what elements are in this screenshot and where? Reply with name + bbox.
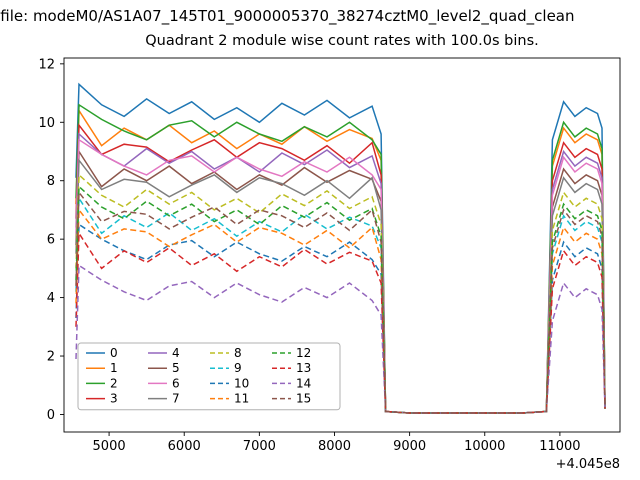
legend-label-2: 2 xyxy=(110,376,118,390)
legend-label-9: 9 xyxy=(234,361,242,375)
series-line-4 xyxy=(75,132,606,414)
legend-label-14: 14 xyxy=(296,376,311,390)
y-tick-label: 0 xyxy=(47,408,55,423)
axes-frame xyxy=(63,57,621,433)
y-tick-label: 6 xyxy=(47,233,55,248)
legend-label-11: 11 xyxy=(234,392,249,406)
series-line-14 xyxy=(75,264,606,414)
y-tick-label: 12 xyxy=(38,57,55,72)
series-line-3 xyxy=(75,123,606,414)
y-tick-label: 10 xyxy=(38,116,55,131)
legend-label-6: 6 xyxy=(172,376,180,390)
legend-label-10: 10 xyxy=(234,376,249,390)
series-line-6 xyxy=(75,138,606,414)
x-axis-offset-label: +4.045e8 xyxy=(556,457,620,472)
legend-label-12: 12 xyxy=(296,346,311,360)
chart-title: Quadrant 2 module wise count rates with … xyxy=(145,33,539,49)
legend-box xyxy=(77,342,341,411)
x-tick-label: 11000 xyxy=(539,439,580,454)
x-tick-label: 7000 xyxy=(243,439,276,454)
legend-label-13: 13 xyxy=(296,361,311,375)
series-line-7 xyxy=(75,158,606,414)
x-tick-label: 6000 xyxy=(168,439,201,454)
series-line-10 xyxy=(75,223,606,414)
legend-label-4: 4 xyxy=(172,346,180,360)
y-tick-label: 4 xyxy=(47,291,55,306)
x-tick-label: 8000 xyxy=(318,439,351,454)
legend-label-15: 15 xyxy=(296,392,311,406)
legend-label-5: 5 xyxy=(172,361,180,375)
legend-label-0: 0 xyxy=(110,346,118,360)
legend-label-1: 1 xyxy=(110,361,118,375)
y-tick-label: 8 xyxy=(47,174,55,189)
series-line-12 xyxy=(75,184,606,414)
x-tick-label: 9000 xyxy=(393,439,426,454)
input-file-title: n file: modeM0/AS1A07_145T01_9000005370_… xyxy=(0,7,575,25)
series-line-15 xyxy=(75,190,606,414)
legend-label-3: 3 xyxy=(110,392,118,406)
series-line-8 xyxy=(75,173,606,414)
x-tick-label: 10000 xyxy=(464,439,505,454)
series-line-11 xyxy=(75,207,606,414)
series-line-2 xyxy=(75,103,606,414)
y-tick-label: 2 xyxy=(47,350,55,365)
series-line-0 xyxy=(75,82,606,414)
x-tick-label: 5000 xyxy=(93,439,126,454)
legend-label-8: 8 xyxy=(234,346,242,360)
legend-label-7: 7 xyxy=(172,392,180,406)
